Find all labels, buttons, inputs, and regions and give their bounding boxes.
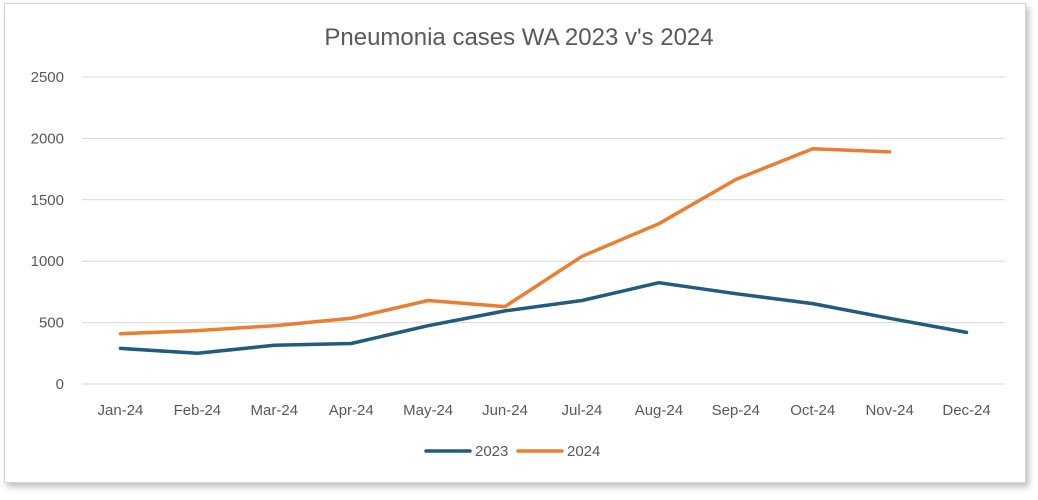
chart-title: Pneumonia cases WA 2023 v's 2024: [324, 24, 713, 51]
x-tick-label: Dec-24: [942, 402, 990, 419]
x-tick-label: Sep-24: [712, 402, 760, 419]
chart-frame: [4, 3, 1026, 483]
legend: 2023 2024: [424, 443, 600, 460]
series-line-2023: [118, 280, 969, 356]
y-tick-label: 500: [39, 315, 64, 332]
gridlines: [82, 76, 1005, 385]
y-axis-ticks: 0 500 1000 1500 2000 2500: [31, 69, 64, 393]
series-line-2024: [118, 147, 892, 336]
x-tick-label: Jul-24: [562, 402, 603, 419]
x-tick-label: Oct-24: [790, 402, 835, 419]
y-tick-label: 2000: [31, 130, 64, 147]
series-lines: [118, 147, 969, 356]
y-tick-label: 0: [56, 376, 64, 393]
y-tick-label: 2500: [31, 69, 64, 86]
x-tick-label: May-24: [403, 402, 453, 419]
x-tick-label: Jan-24: [98, 402, 144, 419]
legend-label-2023: 2023: [475, 443, 508, 460]
y-tick-label: 1500: [31, 192, 64, 209]
x-tick-label: Feb-24: [174, 402, 222, 419]
x-tick-label: Apr-24: [329, 402, 374, 419]
x-tick-label: Nov-24: [865, 402, 913, 419]
legend-label-2024: 2024: [567, 443, 600, 460]
x-axis-ticks: Jan-24 Feb-24 Mar-24 Apr-24 May-24 Jun-24 Jul-…: [98, 402, 991, 419]
x-tick-label: Aug-24: [635, 402, 683, 419]
y-tick-label: 1000: [31, 253, 64, 270]
x-tick-label: Mar-24: [251, 402, 299, 419]
x-tick-label: Jun-24: [482, 402, 528, 419]
